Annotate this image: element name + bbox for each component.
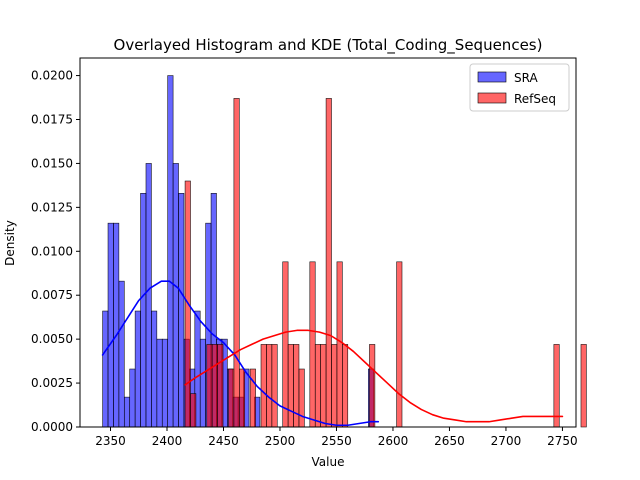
x-tick-label-2500: 2500 bbox=[265, 434, 296, 448]
bar-refseq-9 bbox=[233, 98, 240, 428]
bar-refseq-34 bbox=[369, 344, 376, 428]
y-tick-label-0: 0.0000 bbox=[31, 420, 73, 434]
bar-sra-4 bbox=[123, 396, 131, 428]
bar-refseq-73 bbox=[580, 344, 587, 428]
bars-layer bbox=[102, 75, 587, 428]
y-tick-label-1: 0.0025 bbox=[31, 376, 73, 390]
y-tick-label-7: 0.0175 bbox=[31, 113, 73, 127]
bar-refseq-18 bbox=[282, 261, 289, 428]
y-tick-label-5: 0.0125 bbox=[31, 200, 73, 214]
plot-frame bbox=[79, 57, 577, 428]
bar-refseq-25 bbox=[320, 344, 327, 428]
x-tick-label-2650: 2650 bbox=[434, 434, 465, 448]
y-axis: 0.0000 0.0025 0.0050 0.0075 0.0100 0.0125 0.01… bbox=[31, 69, 80, 434]
bar-sra-0 bbox=[102, 310, 109, 428]
bar-refseq-23 bbox=[309, 261, 316, 428]
x-tick-label-2350: 2350 bbox=[95, 434, 126, 448]
bar-sra-2 bbox=[113, 222, 120, 428]
x-tick-label-2450: 2450 bbox=[208, 434, 239, 448]
bar-sra-6 bbox=[134, 310, 141, 428]
kde-line-refseq bbox=[184, 329, 564, 423]
y-tick-label-3: 0.0075 bbox=[31, 288, 73, 302]
bar-refseq-19 bbox=[287, 344, 294, 428]
bar-sra-3 bbox=[118, 280, 125, 428]
kde-line-sra bbox=[101, 280, 380, 427]
y-tick-label-8: 0.0200 bbox=[31, 69, 73, 83]
bar-refseq-24 bbox=[314, 344, 321, 428]
bar-refseq-26 bbox=[325, 98, 332, 428]
y-tick-label-4: 0.0100 bbox=[31, 244, 73, 258]
legend-label-sra: SRA bbox=[514, 71, 538, 85]
bar-sra-10 bbox=[156, 338, 163, 428]
bar-sra-12 bbox=[167, 75, 174, 428]
bar-refseq-4 bbox=[206, 344, 213, 428]
y-tick-label-2: 0.0050 bbox=[31, 332, 73, 346]
bar-refseq-1 bbox=[190, 393, 197, 428]
bar-refseq-15 bbox=[266, 344, 273, 428]
kde-layer bbox=[101, 280, 564, 427]
x-tick-label-2750: 2750 bbox=[547, 434, 578, 448]
bar-sra-1 bbox=[107, 222, 114, 428]
bar-refseq-5 bbox=[211, 344, 218, 428]
y-tick-label-6: 0.0150 bbox=[31, 156, 73, 170]
bar-refseq-14 bbox=[260, 344, 267, 428]
bar-sra-11 bbox=[161, 338, 168, 428]
bar-refseq-10 bbox=[239, 368, 246, 428]
bar-refseq-6 bbox=[217, 344, 224, 428]
bar-refseq-21 bbox=[298, 368, 305, 428]
legend-swatch-sra bbox=[477, 71, 507, 83]
bar-sra-18 bbox=[199, 338, 206, 428]
bar-sra-5 bbox=[129, 368, 136, 428]
x-tick-label-2600: 2600 bbox=[378, 434, 409, 448]
bar-refseq-29 bbox=[342, 344, 349, 428]
x-tick-label-2550: 2550 bbox=[321, 434, 352, 448]
x-axis: 2350 2400 2450 2500 2550 2600 2650 2700 2750 bbox=[95, 427, 578, 448]
chart-title: Overlayed Histogram and KDE (Total_Codin… bbox=[114, 36, 543, 55]
bar-refseq-28 bbox=[336, 261, 343, 428]
x-axis-label: Value bbox=[312, 455, 345, 469]
x-tick-label-2700: 2700 bbox=[491, 434, 522, 448]
bar-refseq-16 bbox=[271, 344, 278, 428]
bar-refseq-68 bbox=[553, 344, 560, 428]
legend-swatch-refseq bbox=[477, 92, 507, 104]
bar-sra-7 bbox=[140, 193, 147, 428]
bar-sra-13 bbox=[172, 163, 179, 428]
bar-refseq-39 bbox=[396, 261, 403, 428]
y-axis-label: Density bbox=[3, 220, 17, 266]
bar-refseq-8 bbox=[228, 368, 235, 428]
legend-label-refseq: RefSeq bbox=[514, 92, 556, 106]
bar-sra-9 bbox=[151, 310, 158, 428]
bar-sra-8 bbox=[145, 163, 152, 428]
bar-sra-14 bbox=[178, 193, 185, 428]
x-tick-label-2400: 2400 bbox=[152, 434, 183, 448]
legend: SRA RefSeq bbox=[469, 63, 570, 112]
bar-refseq-27 bbox=[331, 344, 338, 428]
